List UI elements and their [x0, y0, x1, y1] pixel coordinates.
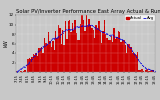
Bar [87, 25, 88, 72]
Bar [145, 70, 147, 72]
Bar [150, 71, 151, 72]
Bar [73, 30, 74, 72]
Bar [122, 40, 123, 72]
Text: Solar PV/Inverter Performance East Array Actual & Running Average Power Output: Solar PV/Inverter Performance East Array… [16, 9, 160, 14]
Bar [70, 32, 72, 72]
Bar [34, 55, 36, 72]
Bar [58, 25, 59, 72]
Bar [41, 46, 42, 72]
Bar [66, 39, 68, 72]
Bar [24, 70, 26, 72]
Bar [68, 21, 69, 72]
Bar [143, 71, 144, 72]
Bar [54, 50, 55, 72]
Bar [97, 29, 98, 72]
Bar [52, 41, 54, 72]
Bar [132, 53, 133, 72]
Bar [23, 70, 24, 72]
Bar [90, 25, 91, 72]
Bar [88, 19, 90, 72]
Bar [126, 53, 127, 72]
Bar [147, 69, 148, 72]
Bar [133, 52, 134, 72]
Bar [84, 31, 86, 72]
Bar [59, 28, 60, 72]
Bar [101, 42, 102, 72]
Bar [51, 47, 52, 72]
Bar [45, 43, 47, 72]
Legend: Actual, Avg: Actual, Avg [125, 15, 155, 21]
Bar [119, 32, 120, 72]
Bar [152, 70, 154, 72]
Bar [47, 45, 48, 72]
Bar [123, 40, 125, 72]
Y-axis label: kW: kW [3, 40, 8, 47]
Bar [108, 40, 109, 72]
Bar [109, 40, 111, 72]
Bar [137, 52, 139, 72]
Bar [92, 30, 94, 72]
Bar [49, 41, 51, 72]
Bar [40, 48, 41, 72]
Bar [28, 58, 30, 72]
Bar [151, 70, 152, 72]
Bar [94, 38, 95, 72]
Bar [125, 45, 126, 72]
Bar [141, 69, 143, 72]
Bar [72, 23, 73, 72]
Bar [86, 15, 87, 72]
Bar [102, 31, 104, 72]
Bar [30, 59, 31, 72]
Bar [98, 21, 100, 72]
Bar [44, 38, 45, 72]
Bar [129, 44, 130, 72]
Bar [20, 71, 22, 72]
Bar [116, 37, 118, 72]
Bar [69, 20, 70, 72]
Bar [130, 47, 132, 72]
Bar [91, 28, 92, 72]
Bar [42, 53, 44, 72]
Bar [38, 48, 40, 72]
Bar [104, 20, 105, 72]
Bar [134, 54, 136, 72]
Bar [48, 32, 49, 72]
Bar [33, 54, 34, 72]
Bar [80, 24, 81, 72]
Bar [16, 71, 17, 72]
Bar [120, 42, 122, 72]
Bar [105, 34, 107, 72]
Bar [63, 45, 65, 72]
Bar [111, 36, 112, 72]
Bar [79, 40, 80, 72]
Bar [60, 44, 62, 72]
Bar [27, 59, 28, 72]
Bar [55, 31, 56, 72]
Bar [140, 70, 141, 72]
Bar [77, 40, 79, 72]
Bar [118, 31, 119, 72]
Bar [76, 33, 77, 72]
Bar [100, 32, 101, 72]
Bar [95, 25, 97, 72]
Bar [139, 70, 140, 72]
Bar [65, 21, 66, 72]
Bar [136, 55, 137, 72]
Bar [62, 30, 63, 72]
Bar [74, 20, 76, 72]
Bar [37, 56, 38, 72]
Bar [113, 28, 115, 72]
Bar [148, 71, 150, 72]
Bar [31, 57, 33, 72]
Bar [115, 38, 116, 72]
Bar [112, 42, 113, 72]
Bar [107, 38, 108, 72]
Bar [56, 38, 58, 72]
Bar [81, 15, 83, 72]
Bar [127, 44, 129, 72]
Bar [36, 53, 37, 72]
Bar [83, 20, 84, 72]
